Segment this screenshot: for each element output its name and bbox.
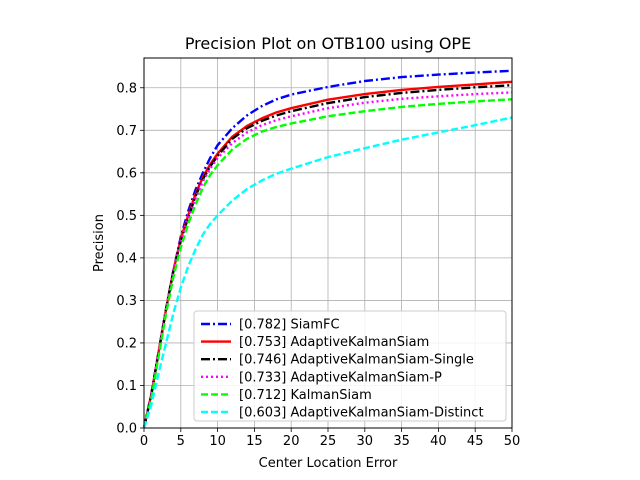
chart-title: Precision Plot on OTB100 using OPE — [185, 34, 471, 53]
legend-box — [193, 310, 507, 422]
y-tick-label: 0.5 — [116, 209, 137, 224]
x-tick-label: 40 — [430, 434, 447, 449]
x-tick-label: 15 — [246, 434, 263, 449]
x-tick-label: 5 — [177, 434, 185, 449]
legend-label: [0.782] SiamFC — [239, 318, 340, 333]
series-line-5 — [142, 98, 513, 429]
y-tick-label: 0.3 — [116, 294, 137, 309]
x-tick-label: 25 — [320, 434, 337, 449]
legend-label: [0.746] AdaptiveKalmanSiam-Single — [239, 353, 474, 368]
legend-label: [0.753] AdaptiveKalmanSiam — [239, 335, 429, 350]
x-tick-label: 20 — [283, 434, 300, 449]
series-lines — [142, 69, 513, 429]
y-tick-label: 0.7 — [116, 124, 137, 139]
y-axis-label: Precision — [92, 214, 107, 272]
series-line-6 — [142, 116, 513, 429]
y-tick-label: 0.1 — [116, 379, 137, 394]
x-tick-label: 0 — [140, 434, 148, 449]
legend: [0.782] SiamFC [0.753] AdaptiveKalmanSiam… — [193, 310, 507, 422]
x-tick-label: 30 — [357, 434, 374, 449]
y-tick-label: 0.6 — [116, 166, 137, 181]
legend-label: [0.712] KalmanSiam — [239, 388, 372, 403]
y-tick-label: 0.4 — [116, 251, 137, 266]
y-tick-label: 0.0 — [116, 422, 137, 437]
y-tick-label: 0.2 — [116, 336, 137, 351]
x-axis-label: Center Location Error — [259, 456, 398, 471]
x-tick-label: 10 — [209, 434, 226, 449]
legend-label: [0.603] AdaptiveKalmanSiam-Distinct — [239, 406, 484, 421]
axis-ticks: 0 5 10 15 20 25 30 35 40 45 50 0.0 0.1 0.2 0.3 0.4 0.5 0.… — [116, 81, 520, 449]
x-tick-label: 35 — [393, 434, 410, 449]
y-tick-label: 0.8 — [116, 81, 137, 96]
legend-label: [0.733] AdaptiveKalmanSiam-P — [239, 370, 442, 385]
x-tick-label: 50 — [504, 434, 521, 449]
x-tick-label: 45 — [467, 434, 484, 449]
